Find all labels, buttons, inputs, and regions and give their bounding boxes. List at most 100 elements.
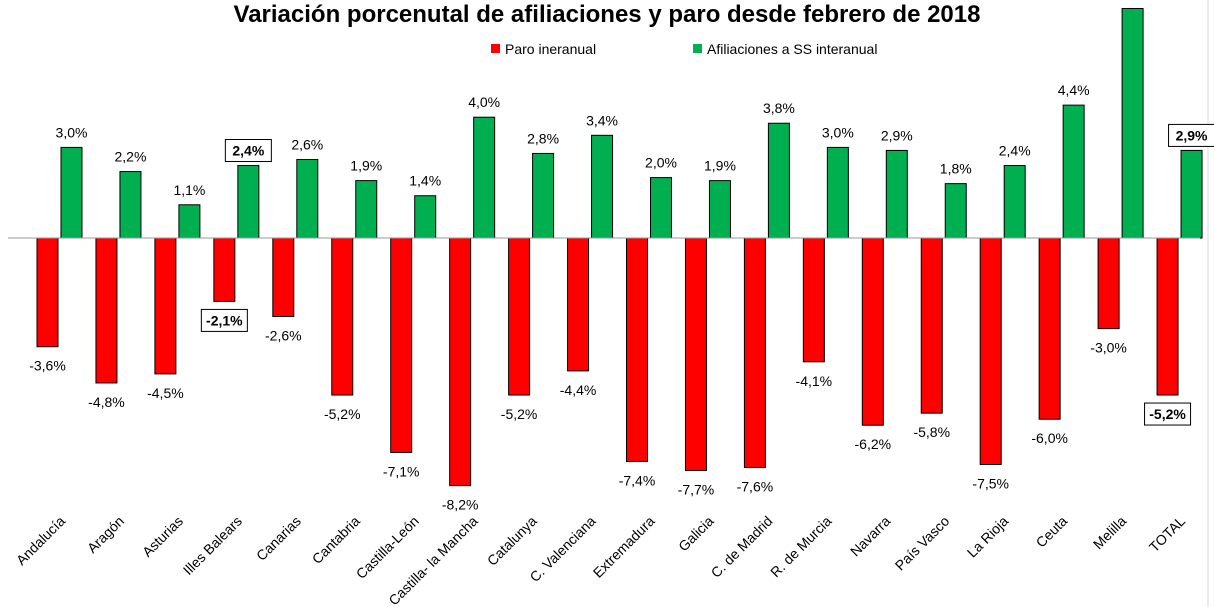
data-label-paro-r-de-murcia: -4,1% <box>796 373 833 389</box>
data-label-afiliaciones-total: 2,9% <box>1176 127 1208 143</box>
bar-afiliaciones-total <box>1180 149 1203 239</box>
bar-afiliaciones-illes-balears <box>237 165 260 239</box>
data-label-paro-extremadura: -7,4% <box>619 472 656 488</box>
data-label-paro-andalucia: -3,6% <box>29 358 66 374</box>
category-label-extremadura: Extremadura <box>590 513 658 581</box>
data-label-afiliaciones-c-valenciana: 3,4% <box>586 112 618 128</box>
bar-paro-navarra <box>861 237 884 426</box>
bar-paro-ceuta <box>1038 237 1061 420</box>
category-label-andalucia: Andalucía <box>13 513 68 568</box>
bar-paro-canarias <box>272 237 295 318</box>
data-label-paro-catalunya: -5,2% <box>501 406 538 422</box>
highlight-box <box>1168 123 1214 147</box>
category-label-ceuta: Ceuta <box>1033 513 1071 551</box>
bar-afiliaciones-castilla-la-mancha <box>473 116 496 239</box>
category-label-asturias: Asturias <box>139 513 186 560</box>
data-label-afiliaciones-c-de-madrid: 3,8% <box>763 100 795 116</box>
bar-afiliaciones-extremadura <box>650 177 672 239</box>
data-label-afiliaciones-r-de-murcia: 3,0% <box>822 124 854 140</box>
bar-afiliaciones-la-rioja <box>1003 165 1026 239</box>
bar-afiliaciones-catalunya <box>532 152 555 239</box>
category-label-catalunya: Catalunya <box>484 513 540 569</box>
bar-paro-la-rioja <box>979 237 1002 465</box>
labels-group: -3,6% 3,0% Andalucía -4,8% 2,2% Aragón -4,5% 1,… <box>13 82 1214 607</box>
category-label-la-rioja: La Rioja <box>964 513 1012 561</box>
data-label-afiliaciones-asturias: 1,1% <box>173 182 205 198</box>
category-label-r-de-murcia: R. de Murcia <box>767 513 835 581</box>
data-label-afiliaciones-andalucia: 3,0% <box>56 124 88 140</box>
bar-paro-galicia <box>684 237 707 472</box>
bar-paro-c-de-madrid <box>743 237 766 469</box>
legend-swatch-afiliaciones <box>693 44 702 53</box>
category-label-aragon: Aragón <box>84 513 127 556</box>
data-label-paro-c-valenciana: -4,4% <box>560 382 597 398</box>
data-label-paro-asturias: -4,5% <box>147 385 184 401</box>
legend-swatch-paro <box>491 44 500 53</box>
data-label-afiliaciones-illes-balears: 2,4% <box>232 143 264 159</box>
data-label-paro-ceuta: -6,0% <box>1031 430 1068 446</box>
highlight-box <box>200 308 248 332</box>
chart-title: Variación porcenutal de afiliaciones y p… <box>234 1 981 28</box>
bar-paro-catalunya <box>508 237 531 396</box>
data-label-afiliaciones-la-rioja: 2,4% <box>999 143 1031 159</box>
legend: Paro ineranual Afiliaciones a SS interan… <box>491 41 877 57</box>
bar-afiliaciones-cantabria <box>355 180 378 239</box>
bar-afiliaciones-c-valenciana <box>591 134 614 239</box>
data-label-afiliaciones-castilla-la-mancha: 4,0% <box>468 94 500 110</box>
bar-afiliaciones-galicia <box>708 180 731 239</box>
bar-afiliaciones-asturias <box>178 204 201 239</box>
category-label-navarra: Navarra <box>847 513 894 560</box>
category-label-melilla: Melilla <box>1090 513 1130 553</box>
bar-paro-illes-balears <box>213 237 236 302</box>
data-label-paro-melilla: -3,0% <box>1090 340 1127 356</box>
data-label-paro-navarra: -6,2% <box>855 436 892 452</box>
bar-afiliaciones-ceuta <box>1062 104 1085 239</box>
data-label-paro-canarias: -2,6% <box>265 328 302 344</box>
data-label-paro-pais-vasco: -5,8% <box>913 424 950 440</box>
bar-paro-aragon <box>95 237 118 384</box>
category-label-cantabria: Cantabria <box>309 513 363 567</box>
bar-paro-r-de-murcia <box>802 237 825 363</box>
highlight-box <box>224 139 272 163</box>
data-label-afiliaciones-extremadura: 2,0% <box>645 155 677 171</box>
bar-afiliaciones-andalucia <box>60 146 83 239</box>
data-label-paro-galicia: -7,7% <box>678 482 715 498</box>
bar-paro-total <box>1156 237 1179 396</box>
data-label-paro-castilla-la-mancha: -8,2% <box>442 497 479 513</box>
data-label-afiliaciones-navarra: 2,9% <box>881 127 913 143</box>
bar-afiliaciones-melilla <box>1121 7 1144 239</box>
bar-afiliaciones-canarias <box>296 158 319 239</box>
legend-label-afiliaciones: Afiliaciones a SS interanual <box>707 41 877 57</box>
data-label-afiliaciones-aragon: 2,2% <box>114 149 146 165</box>
legend-label-paro: Paro ineranual <box>505 41 596 57</box>
category-label-c-de-madrid: C. de Madrid <box>708 513 776 581</box>
data-label-paro-cantabria: -5,2% <box>324 406 361 422</box>
bar-paro-asturias <box>154 237 177 375</box>
data-label-paro-la-rioja: -7,5% <box>972 476 1009 492</box>
data-label-afiliaciones-castilla-leon: 1,4% <box>409 173 441 189</box>
bars-group <box>36 7 1203 487</box>
data-label-paro-c-de-madrid: -7,6% <box>737 479 774 495</box>
data-label-afiliaciones-pais-vasco: 1,8% <box>940 161 972 177</box>
bar-paro-pais-vasco <box>920 237 943 414</box>
data-label-afiliaciones-ceuta: 4,4% <box>1058 82 1090 98</box>
bar-afiliaciones-pais-vasco <box>944 183 967 239</box>
bar-paro-castilla-la-mancha <box>449 237 472 487</box>
data-label-paro-aragon: -4,8% <box>88 394 125 410</box>
bar-afiliaciones-r-de-murcia <box>826 146 849 239</box>
data-label-paro-total: -5,2% <box>1149 406 1186 422</box>
bar-afiliaciones-castilla-leon <box>414 195 437 239</box>
bar-paro-castilla-leon <box>390 237 413 453</box>
bar-paro-andalucia <box>36 237 59 348</box>
category-label-total: TOTAL <box>1146 513 1188 555</box>
category-label-galicia: Galicia <box>675 513 717 555</box>
data-label-afiliaciones-galicia: 1,9% <box>704 158 736 174</box>
bar-afiliaciones-navarra <box>885 149 908 239</box>
category-label-canarias: Canarias <box>253 513 304 564</box>
data-label-afiliaciones-catalunya: 2,8% <box>527 130 559 146</box>
bar-paro-extremadura <box>626 237 648 462</box>
category-label-illes-balears: Illes Balears <box>180 513 245 578</box>
category-label-pais-vasco: País Vasco <box>892 513 953 574</box>
data-label-afiliaciones-cantabria: 1,9% <box>350 158 382 174</box>
